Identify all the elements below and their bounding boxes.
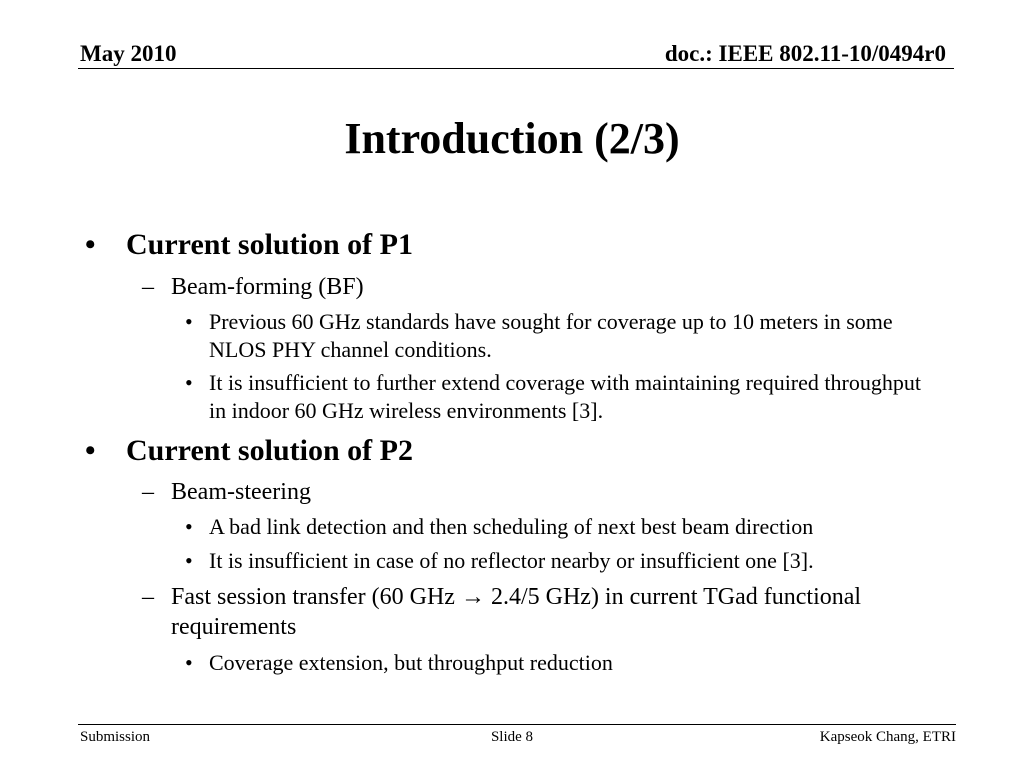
bullet-marker: • xyxy=(185,370,193,395)
footer-submission: Submission xyxy=(80,729,151,745)
footer-slide-number: Slide 8 xyxy=(490,729,534,745)
bullet-marker: • xyxy=(85,434,96,467)
bullet-marker: • xyxy=(185,548,193,573)
sub-sub-bullet-no-reflector-text: It is insufficient in case of no reflect… xyxy=(209,548,814,573)
dash-marker: – xyxy=(142,584,154,610)
sub-bullet-beamforming-text: Beam-forming (BF) xyxy=(171,274,364,300)
sub-sub-bullet-previous-standards: • Previous 60 GHz standards have sought … xyxy=(185,308,930,364)
sub-sub-bullet-insufficient-coverage-text: It is insufficient to further extend cov… xyxy=(209,370,921,423)
sub-bullet-beamsteering: – Beam-steering xyxy=(142,477,932,507)
sub-bullet-beamforming: – Beam-forming (BF) xyxy=(142,272,932,302)
header-rule xyxy=(78,68,954,69)
dash-marker: – xyxy=(142,479,154,505)
sub-sub-bullet-no-reflector: • It is insufficient in case of no refle… xyxy=(185,547,930,575)
sub-sub-bullet-coverage-extension-text: Coverage extension, but throughput reduc… xyxy=(209,650,613,675)
sub-sub-bullet-bad-link-text: A bad link detection and then scheduling… xyxy=(209,514,814,539)
footer-rule xyxy=(78,724,956,725)
bullet-p2-text: Current solution of P2 xyxy=(126,434,413,467)
header-date: May 2010 xyxy=(80,41,177,66)
sub-bullet-fast-session-transfer-text: Fast session transfer (60 GHz → 2.4/5 GH… xyxy=(171,584,862,640)
sub-sub-bullet-coverage-extension: • Coverage extension, but throughput red… xyxy=(185,649,930,677)
bullet-marker: • xyxy=(185,650,193,675)
arrow-right-icon: → xyxy=(460,584,485,610)
dash-marker: – xyxy=(142,274,154,300)
sub-sub-bullet-previous-standards-text: Previous 60 GHz standards have sought fo… xyxy=(209,309,893,362)
sub-bullet-beamsteering-text: Beam-steering xyxy=(171,479,311,505)
sub-sub-bullet-bad-link: • A bad link detection and then scheduli… xyxy=(185,513,930,541)
bullet-marker: • xyxy=(85,228,96,261)
slide-title: Introduction (2/3) xyxy=(344,114,680,163)
bullet-marker: • xyxy=(185,309,193,334)
bullet-p1-text: Current solution of P1 xyxy=(126,228,413,261)
sub-bullet-fast-session-transfer: – Fast session transfer (60 GHz → 2.4/5 … xyxy=(142,582,932,642)
footer-author: Kapseok Chang, ETRI xyxy=(819,729,956,745)
bullet-marker: • xyxy=(185,514,193,539)
header-doc-id: doc.: IEEE 802.11-10/0494r0 xyxy=(664,41,946,66)
sub-sub-bullet-insufficient-coverage: • It is insufficient to further extend c… xyxy=(185,369,930,425)
